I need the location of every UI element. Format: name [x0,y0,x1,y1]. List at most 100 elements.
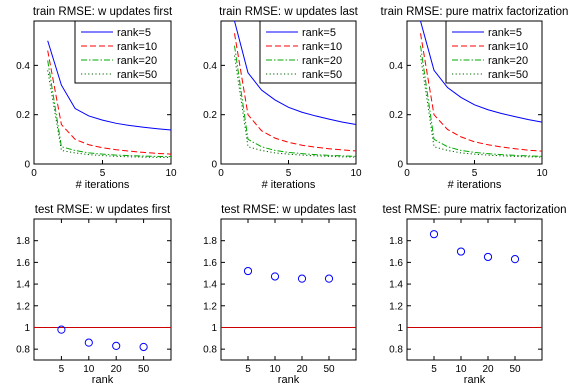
data-point [243,266,253,276]
data-point [57,325,66,334]
data-point [84,338,93,347]
y-tick-label: 1.4 [16,280,30,291]
data-point [510,255,520,264]
x-tick-label: 20 [111,364,123,375]
chart-title: test RMSE: pure matrix factorization [382,204,566,216]
x-tick-label: 20 [296,364,308,375]
y-tick-label: 0.2 [389,110,403,121]
y-tick-label: 1.4 [203,280,217,291]
series-line-rank-20 [47,60,172,158]
x-tick-label: 5 [100,168,106,179]
subplot-3: train RMSE: pure matrix factorization 0 0.… [381,6,569,191]
data-point [456,247,466,256]
y-tick-label: 1.6 [203,258,217,269]
x-tick-label: 10 [269,364,281,375]
x-axis-label: # iterations [262,179,316,191]
data-point [297,274,307,283]
legend-label: rank=5 [302,27,336,39]
subplot-4: test RMSE: w updates first 0.8 1 1.2 1.4 1.6 1… [16,204,172,386]
x-axis-label: rank [278,374,300,386]
legend-box [74,20,172,84]
y-tick-label: 0.4 [203,61,217,72]
legend-label: rank=5 [488,27,522,39]
x-tick-label: 50 [509,364,521,375]
x-tick-label: 10 [350,168,362,179]
series-line-rank-10 [234,33,357,152]
series-line-rank-10 [47,50,172,155]
x-tick-label: 5 [286,168,292,179]
x-tick-label: 0 [404,168,410,179]
y-tick-label: 0 [397,160,403,171]
series-line-rank-20 [420,45,543,157]
x-tick-label: 10 [536,168,548,179]
x-axis-label: rank [464,374,486,386]
chart-title: train RMSE: w updates last [219,6,359,18]
chart-title: test RMSE: w updates last [221,204,357,216]
y-tick-label: 1.2 [389,301,403,312]
axes-frame [33,218,172,361]
legend-label: rank=50 [488,69,528,81]
y-tick-label: 1.8 [16,236,30,247]
y-tick-label: 0.2 [16,110,30,121]
series-line-rank-50 [420,55,543,158]
data-point [112,341,121,350]
y-tick-label: 1.6 [16,258,30,269]
x-tick-label: 10 [165,168,177,179]
subplot-1: train RMSE: w updates first 0 0.2 0.4 0 5 10 # … [16,6,177,191]
legend-label: rank=10 [488,41,528,53]
x-tick-label: 5 [431,364,437,375]
series-line-rank-50 [47,70,172,159]
legend-box [445,20,543,84]
y-tick-label: 1.6 [389,258,403,269]
x-tick-label: 0 [31,168,37,179]
series-line-rank-20 [234,45,357,157]
y-tick-label: 0.4 [389,61,403,72]
y-tick-label: 1.8 [389,236,403,247]
series-line-rank-10 [420,33,543,152]
y-tick-label: 0.4 [16,61,30,72]
series-line-rank-5 [234,20,357,126]
y-tick-label: 0.2 [203,110,217,121]
x-axis-label: # iterations [448,179,502,191]
y-tick-label: 1.2 [16,301,30,312]
x-tick-label: 20 [482,364,494,375]
y-tick-label: 1 [24,323,30,334]
y-tick-label: 0.8 [16,345,30,356]
series-line-rank-50 [234,55,357,158]
legend-label: rank=20 [488,55,528,67]
axes-frame [406,218,543,361]
y-tick-label: 1 [397,323,403,334]
legend-label: rank=50 [117,69,157,81]
legend-label: rank=10 [117,41,157,53]
y-tick-label: 0.8 [389,345,403,356]
data-point [270,272,280,281]
y-tick-label: 0.8 [203,345,217,356]
subplot-6: test RMSE: pure matrix factorization 0.8 1… [382,204,566,386]
data-point [324,274,334,283]
chart-title: test RMSE: w updates first [35,204,171,216]
chart-title: train RMSE: pure matrix factorization [381,6,569,18]
subplot-5: test RMSE: w updates last 0.8 1 1.2 1.4 1.6 1.… [203,204,357,386]
y-tick-label: 1.8 [203,236,217,247]
series-line-rank-5 [420,20,543,123]
legend-label: rank=20 [117,55,157,67]
x-tick-label: 10 [455,364,467,375]
x-tick-label: 50 [138,364,150,375]
legend-label: rank=10 [302,41,342,53]
x-axis-label: # iterations [76,179,130,191]
x-tick-label: 0 [218,168,224,179]
x-tick-label: 10 [83,364,95,375]
legend-label: rank=5 [117,27,151,39]
y-tick-label: 1 [211,323,217,334]
legend-label: rank=50 [302,69,342,81]
legend-label: rank=20 [302,55,342,67]
y-tick-label: 1.4 [389,280,403,291]
y-tick-label: 1.2 [203,301,217,312]
data-point [139,342,148,352]
chart-title: train RMSE: w updates first [33,6,173,18]
y-tick-label: 0 [24,160,30,171]
x-axis-label: rank [92,374,114,386]
legend-box [259,20,357,84]
data-point [429,230,439,239]
